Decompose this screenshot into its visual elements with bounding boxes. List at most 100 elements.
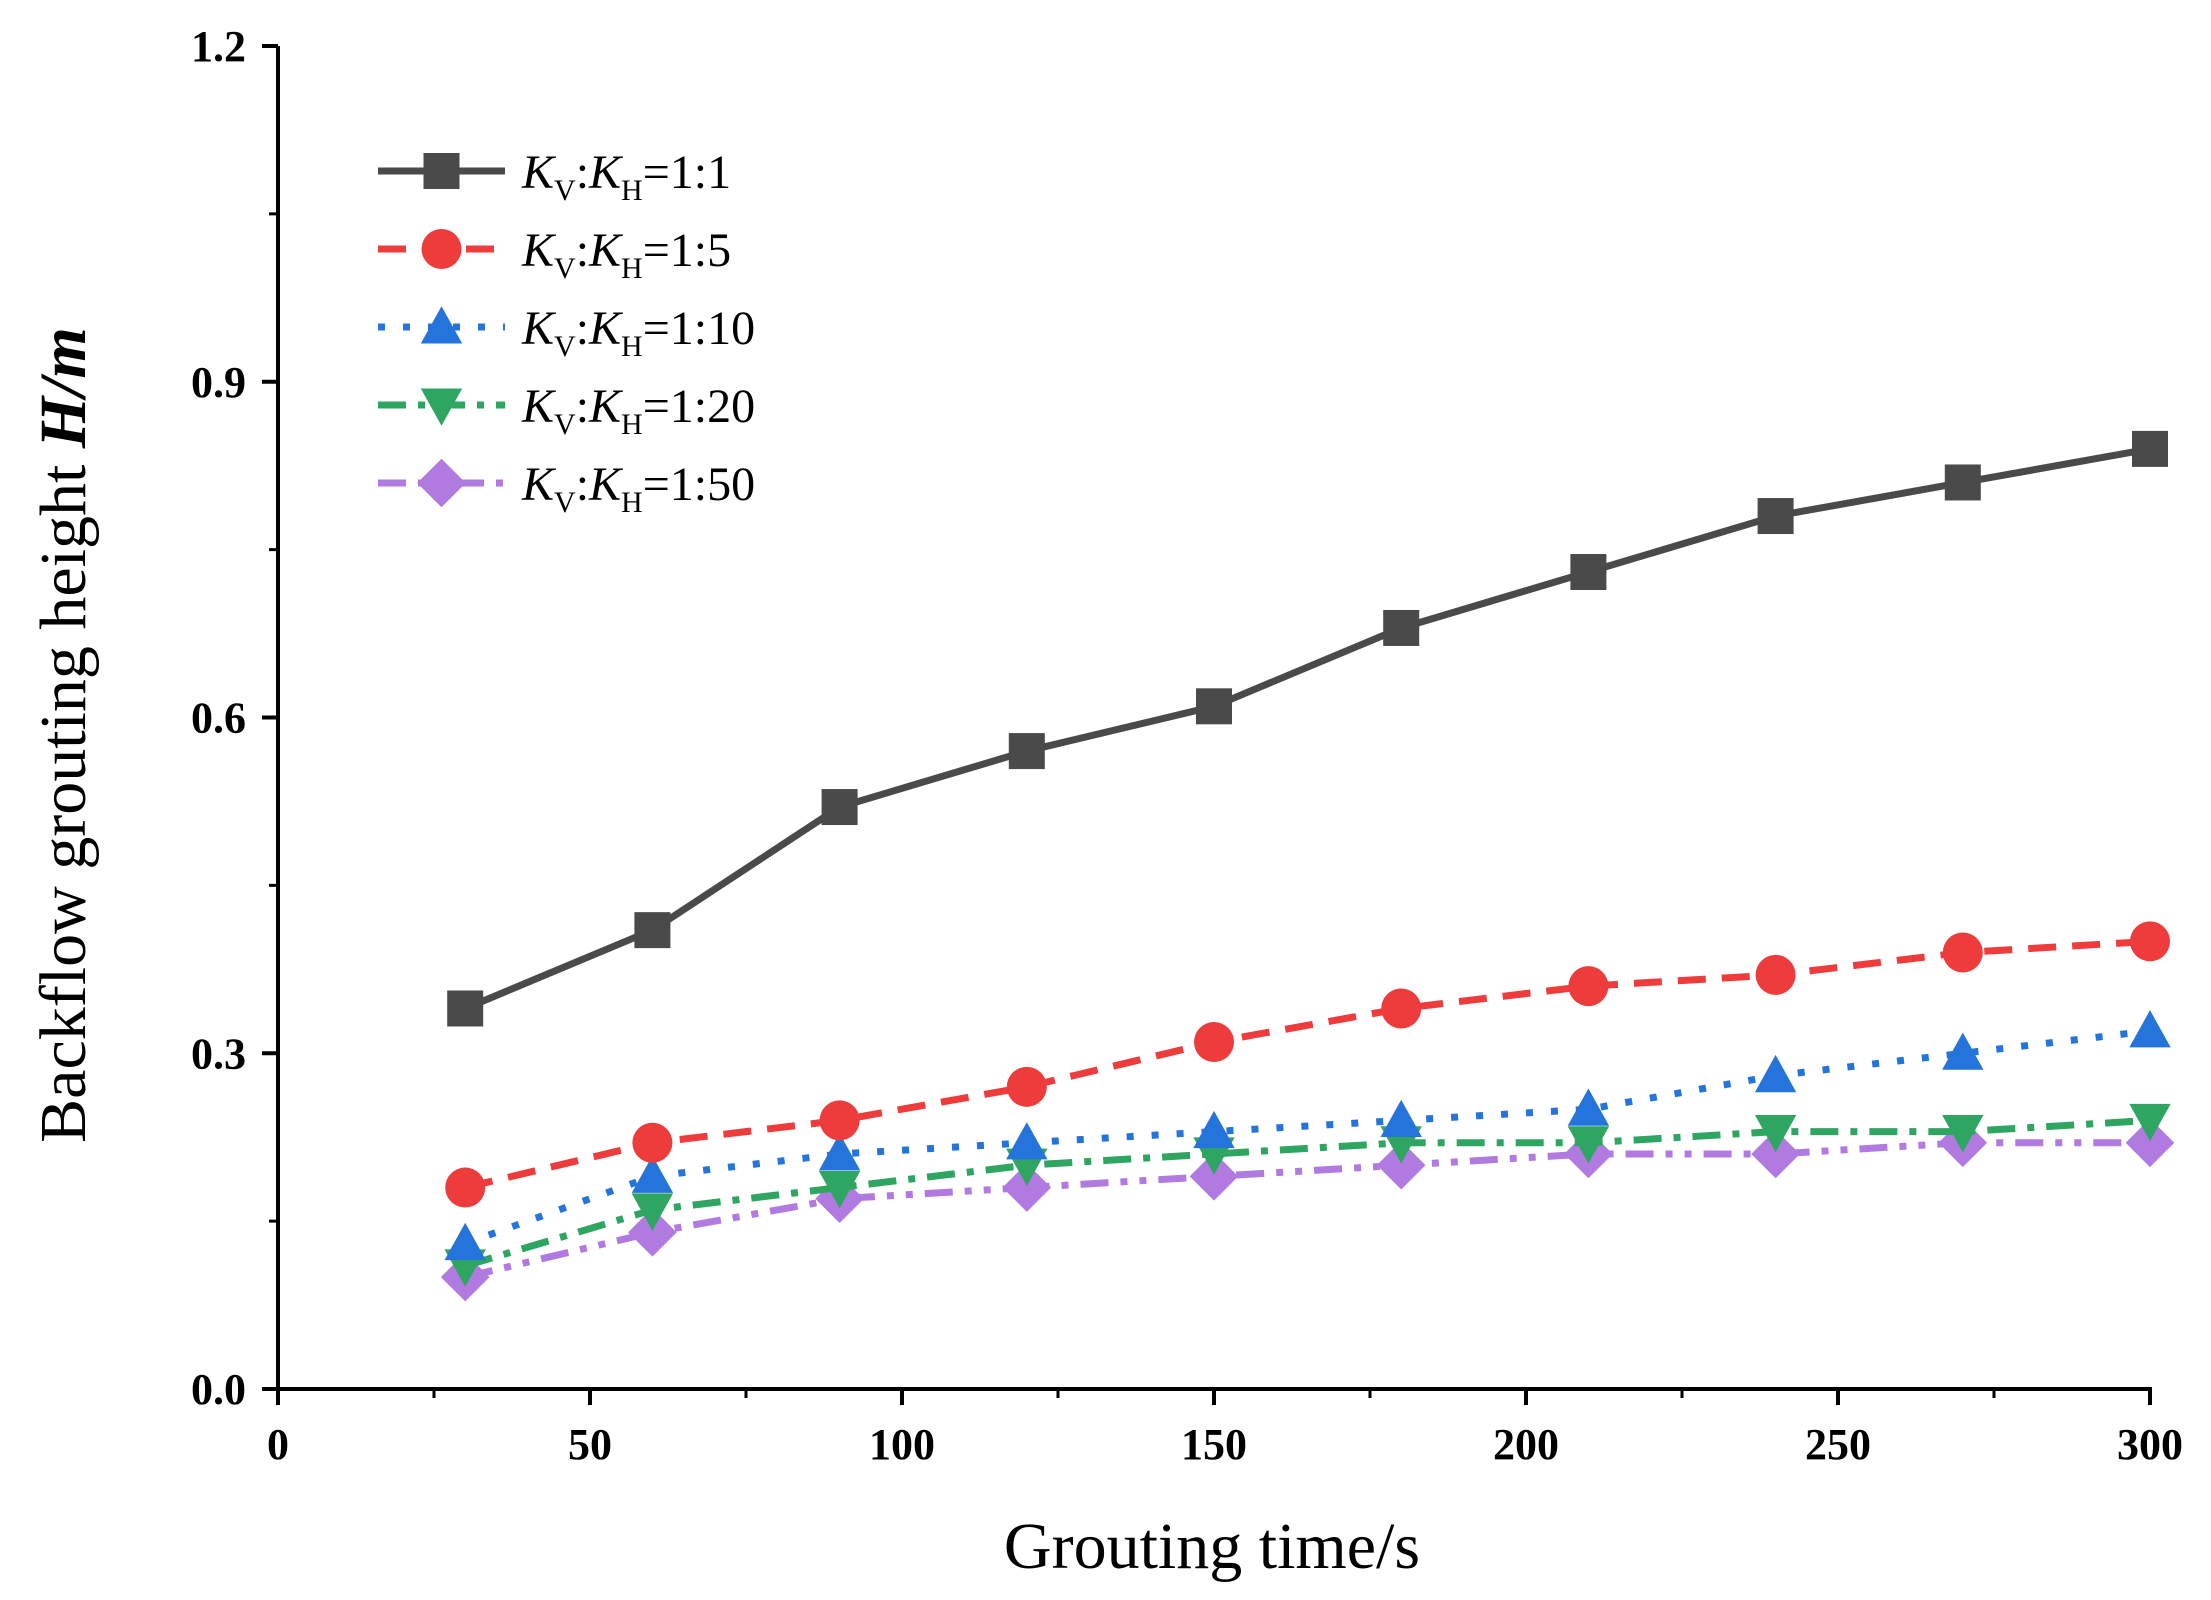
legend-label-part: H — [621, 174, 643, 207]
data-point — [444, 1222, 486, 1261]
series-triangle-up — [444, 1010, 2171, 1261]
data-point — [2129, 1010, 2171, 1048]
data-point — [818, 1133, 861, 1171]
legend-label-part: K — [521, 302, 557, 355]
data-point — [1751, 1129, 1800, 1179]
data-point — [818, 1170, 861, 1209]
x-tick-label: 300 — [2117, 1420, 2183, 1469]
x-tick-label: 250 — [1805, 1420, 1871, 1469]
series-circle — [445, 921, 2170, 1208]
data-point — [2130, 921, 2170, 962]
legend-label-part: K — [521, 380, 557, 433]
legend-label-part: H — [621, 486, 643, 519]
series-square — [447, 430, 2168, 1027]
data-point — [1193, 1110, 1235, 1149]
data-point — [1757, 498, 1794, 535]
data-point — [1755, 954, 1796, 995]
y-axis-title: Backflow grouting height H/m — [27, 327, 100, 1143]
x-tick-label: 0 — [267, 1420, 289, 1469]
legend-label: KV:KH=1:5 — [521, 224, 731, 285]
data-point — [628, 1208, 677, 1257]
data-point — [1944, 464, 1981, 501]
legend-marker-triangle-up — [420, 306, 463, 344]
data-point — [1568, 966, 1609, 1007]
legend-label-part: =1:50 — [643, 458, 755, 511]
legend-marker-diamond — [417, 458, 466, 508]
legend-item: KV:KH=1:20 — [378, 380, 755, 441]
data-point — [634, 912, 671, 949]
data-point — [1942, 932, 1983, 973]
legend-label-part: =1:10 — [643, 302, 755, 355]
data-point — [1754, 1054, 1797, 1093]
legend-label-part: K — [521, 224, 557, 277]
legend-item: KV:KH=1:10 — [378, 302, 755, 363]
legend-label-part: =1:1 — [643, 146, 731, 199]
data-point — [1570, 554, 1607, 591]
data-point — [1754, 1115, 1797, 1153]
legend-label-part: : — [576, 224, 589, 277]
legend: KV:KH=1:1KV:KH=1:5KV:KH=1:10KV:KH=1:20KV… — [378, 146, 755, 519]
legend-label-part: V — [554, 174, 576, 207]
legend-label-part: : — [576, 458, 589, 511]
legend-marker-square — [423, 153, 460, 189]
data-point — [445, 1167, 486, 1208]
legend-label-part: K — [588, 380, 624, 433]
legend-label: KV:KH=1:10 — [521, 302, 755, 363]
data-point — [2132, 430, 2168, 467]
series-group — [440, 430, 2175, 1302]
legend-label-part: =1:5 — [643, 224, 731, 277]
legend-label-part: : — [576, 146, 589, 199]
data-point — [632, 1122, 673, 1163]
y-tick-label: 0.9 — [191, 358, 246, 407]
legend-item: KV:KH=1:50 — [378, 458, 755, 519]
data-point — [631, 1193, 674, 1231]
data-point — [1567, 1088, 1610, 1126]
series-line — [463, 445, 2151, 1012]
legend-label-part: =1:20 — [643, 380, 755, 433]
legend-label-part: V — [554, 408, 576, 441]
data-point — [1942, 1032, 1984, 1070]
y-tick-label: 0.6 — [191, 694, 246, 743]
data-point — [447, 990, 484, 1027]
legend-label-part: K — [521, 146, 557, 199]
data-point — [819, 1100, 860, 1141]
x-tick-label: 50 — [568, 1420, 612, 1469]
data-point — [1380, 1099, 1422, 1137]
legend-label-part: : — [576, 380, 589, 433]
data-point — [1194, 1022, 1234, 1063]
legend-label: KV:KH=1:50 — [521, 458, 755, 519]
data-point — [1383, 609, 1420, 646]
legend-label-part: K — [588, 224, 624, 277]
axes: 0 50 100 150 200 250 300 0.0 0.3 0.6 0.9 1.2 — [191, 22, 2183, 1469]
data-point — [821, 789, 858, 826]
data-point — [1008, 733, 1045, 770]
series-triangle-down — [444, 1103, 2171, 1287]
x-axis-title: Grouting time/s — [1004, 1510, 1420, 1583]
data-point — [1006, 1122, 1048, 1160]
y-tick-label: 0.0 — [191, 1365, 246, 1414]
data-point — [2125, 1118, 2175, 1168]
legend-item: KV:KH=1:5 — [378, 224, 731, 285]
data-point — [631, 1155, 674, 1193]
legend-item: KV:KH=1:1 — [378, 146, 731, 207]
data-point — [1381, 988, 1422, 1029]
legend-label-part: : — [576, 302, 589, 355]
legend-label-part: V — [554, 252, 576, 285]
data-point — [1376, 1140, 1426, 1190]
legend-label-part: H — [621, 408, 643, 441]
y-axis-title-unit: H/m — [27, 327, 100, 449]
x-tick-label: 150 — [1181, 1420, 1247, 1469]
legend-label-part: H — [621, 330, 643, 363]
legend-label-part: K — [588, 458, 624, 511]
data-point — [1942, 1115, 1984, 1153]
data-point — [1189, 1152, 1239, 1201]
y-axis-title-text: Backflow grouting height — [27, 448, 100, 1143]
legend-label-part: V — [554, 330, 576, 363]
y-tick-label: 0.3 — [191, 1029, 246, 1078]
legend-label-part: V — [554, 486, 576, 519]
data-point — [1006, 1066, 1047, 1107]
legend-label: KV:KH=1:20 — [521, 380, 755, 441]
series-line — [464, 1116, 2151, 1270]
